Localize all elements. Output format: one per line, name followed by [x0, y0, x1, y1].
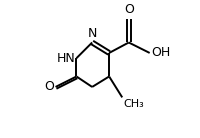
Text: OH: OH [151, 47, 170, 59]
Text: CH₃: CH₃ [124, 99, 144, 109]
Text: N: N [87, 27, 97, 40]
Text: HN: HN [56, 52, 75, 65]
Text: O: O [124, 3, 134, 16]
Text: O: O [44, 80, 54, 93]
